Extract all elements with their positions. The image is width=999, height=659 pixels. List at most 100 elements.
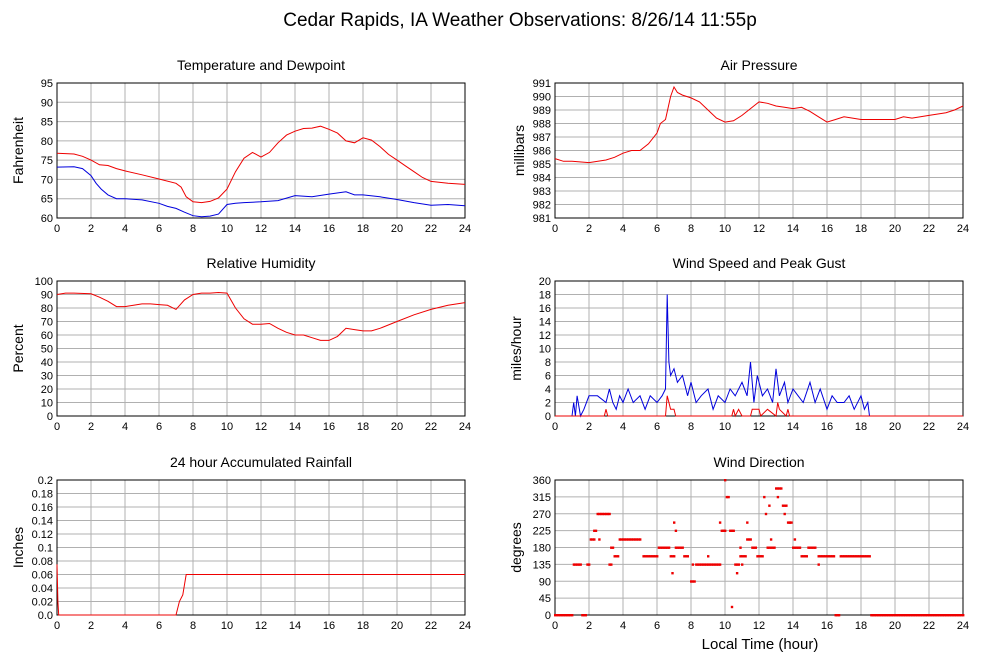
data-point (941, 614, 944, 617)
y-tick-label: 8 (545, 357, 551, 369)
x-tick-label: 10 (719, 421, 731, 433)
data-point (776, 495, 780, 499)
chart-title: Wind Speed and Peak Gust (673, 255, 846, 271)
data-point (713, 563, 717, 566)
data-point (819, 555, 822, 558)
y-tick-label: 991 (533, 78, 551, 90)
x-tick-label: 0 (54, 620, 60, 632)
data-point (635, 538, 638, 541)
x-tick-label: 18 (357, 223, 369, 235)
data-point (696, 563, 700, 566)
data-point (936, 614, 939, 617)
x-tick-label: 10 (719, 620, 731, 632)
data-point (836, 614, 839, 617)
x-tick-label: 0 (552, 223, 558, 235)
data-point (856, 555, 859, 558)
data-point (951, 614, 955, 617)
x-tick-label: 22 (923, 620, 935, 632)
data-point (897, 614, 900, 617)
x-tick-label: 20 (391, 620, 403, 632)
series-line-red (554, 85, 964, 164)
data-point (666, 546, 669, 549)
x-tick-label: 2 (88, 620, 94, 632)
data-point (576, 563, 579, 566)
data-point (628, 538, 632, 541)
y-axis-label: miles/hour (508, 316, 524, 381)
series-line-red (56, 291, 466, 341)
x-tick-label: 14 (787, 421, 799, 433)
x-tick-label: 24 (459, 620, 471, 632)
data-point (601, 512, 604, 516)
chart-dir: 0 2 4 6 8 10 12 14 16 18 20 22 240459013518022527031… (508, 454, 969, 632)
y-tick-label: 989 (533, 105, 551, 117)
data-point (827, 555, 831, 558)
y-tick-label: 982 (533, 200, 551, 212)
data-point (948, 614, 951, 617)
data-point (691, 580, 695, 583)
data-point (611, 546, 615, 549)
data-point (712, 563, 715, 566)
data-point (773, 546, 776, 549)
figure-title: Cedar Rapids, IA Weather Observations: 8… (283, 10, 757, 31)
x-tick-label: 6 (654, 421, 660, 433)
data-point (591, 538, 594, 541)
y-tick-label: 90 (41, 97, 53, 109)
data-point (812, 546, 815, 549)
data-point (807, 546, 810, 549)
y-tick-label: 988 (533, 119, 551, 131)
x-tick-label: 18 (855, 620, 867, 632)
chart-title: Temperature and Dewpoint (177, 57, 345, 73)
x-tick-label: 4 (122, 223, 128, 235)
x-tick-label: 24 (459, 421, 471, 433)
data-point (829, 555, 832, 558)
y-tick-label: 60 (41, 330, 53, 342)
data-point (574, 563, 577, 566)
y-tick-label: 225 (533, 526, 551, 538)
data-point (795, 546, 798, 549)
y-tick-label: 0.12 (32, 529, 53, 541)
data-point (647, 555, 650, 558)
data-point (817, 555, 820, 558)
y-tick-label: 0.0 (38, 610, 53, 622)
y-tick-label: 4 (545, 384, 551, 396)
x-tick-label: 18 (855, 223, 867, 235)
data-point (571, 614, 574, 617)
data-point (907, 614, 910, 617)
x-tick-label: 8 (190, 223, 196, 235)
data-point (928, 614, 931, 617)
data-point (625, 538, 628, 541)
x-tick-label: 10 (719, 223, 731, 235)
data-point (783, 512, 786, 516)
data-point (820, 555, 824, 558)
data-point (554, 614, 557, 617)
series-line-red (56, 125, 466, 204)
data-point (705, 563, 708, 566)
data-point (768, 546, 771, 549)
data-point (956, 614, 960, 617)
x-tick-label: 16 (821, 223, 833, 235)
data-point (746, 521, 749, 524)
data-point (567, 614, 570, 617)
x-tick-label: 14 (787, 620, 799, 632)
data-point (622, 538, 625, 541)
data-point (892, 614, 895, 617)
series-line-blue (555, 294, 963, 418)
y-tick-label: 80 (41, 303, 53, 315)
y-tick-label: 10 (41, 398, 53, 410)
data-point (871, 614, 875, 617)
data-point (890, 614, 893, 617)
x-tick-label: 2 (586, 620, 592, 632)
data-point (909, 614, 912, 617)
y-tick-label: 0.2 (38, 475, 53, 487)
y-tick-label: 65 (41, 194, 53, 206)
data-point (814, 546, 817, 549)
y-tick-label: 30 (41, 371, 53, 383)
data-point (639, 538, 642, 541)
data-point (870, 614, 873, 617)
data-point (931, 614, 934, 617)
y-axis-label: Inches (10, 527, 26, 568)
data-point (717, 563, 720, 566)
y-tick-label: 0.14 (32, 516, 53, 528)
data-point (953, 614, 956, 617)
